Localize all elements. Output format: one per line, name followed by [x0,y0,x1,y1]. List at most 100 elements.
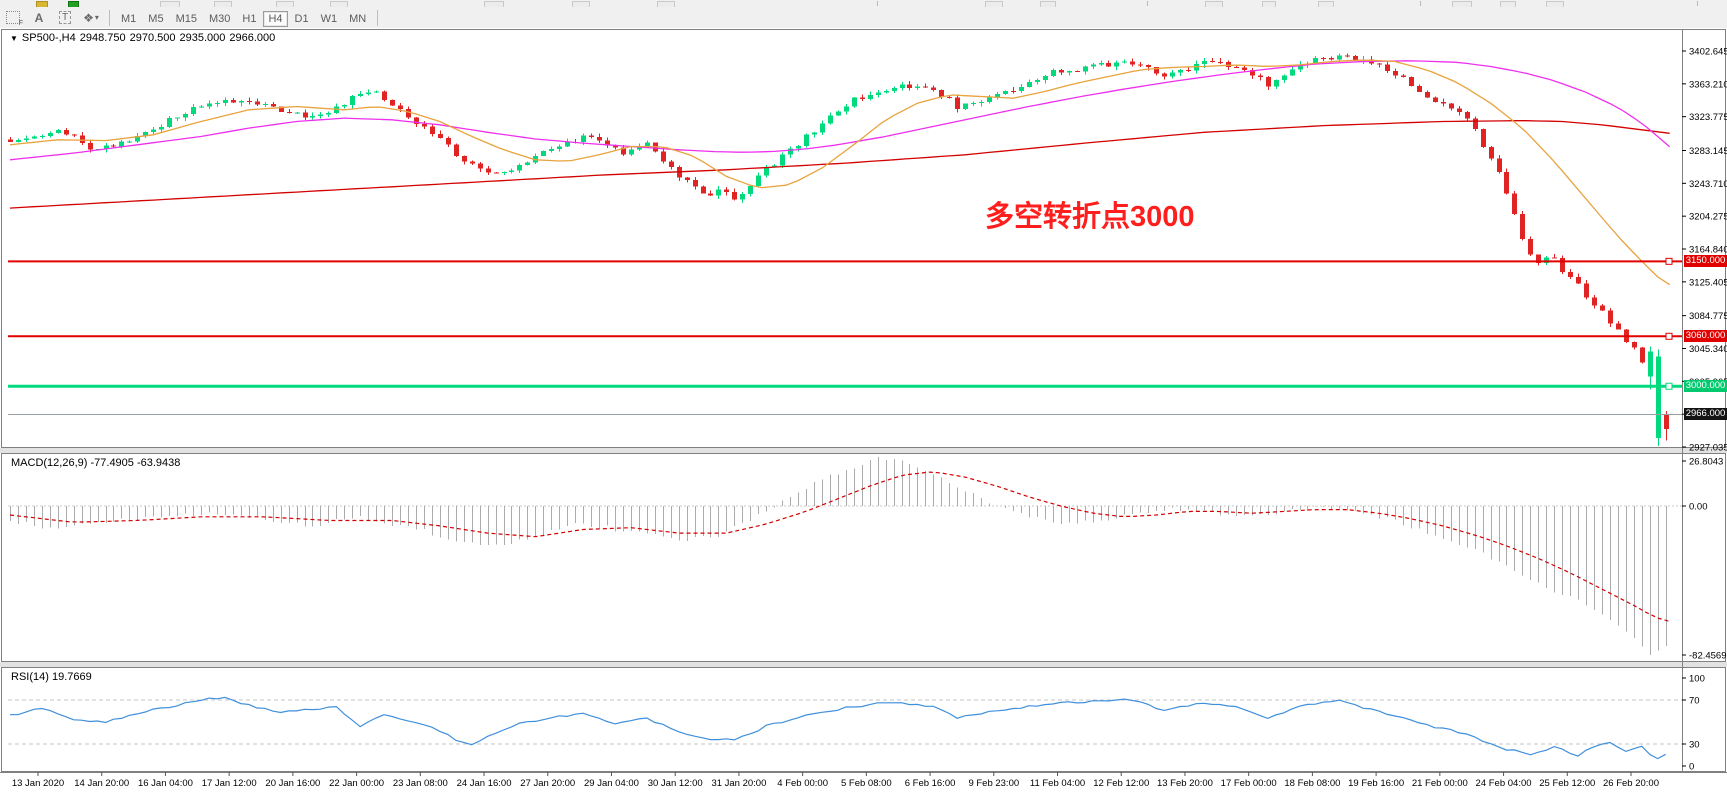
svg-text:24 Feb 04:00: 24 Feb 04:00 [1476,778,1532,789]
rsi-name: RSI(14) [11,671,49,683]
hline-3000[interactable] [8,382,1682,390]
svg-text:3243.710: 3243.710 [1689,179,1727,190]
toolbar-fragment [330,1,348,7]
tf-button-w1[interactable]: W1 [320,12,338,25]
svg-text:31 Jan 20:00: 31 Jan 20:00 [711,778,766,789]
svg-text:19 Feb 16:00: 19 Feb 16:00 [1348,778,1404,789]
toolbar-fragment [877,1,878,6]
toolbar-fragment [1546,1,1564,7]
svg-text:29 Jan 04:00: 29 Jan 04:00 [584,778,639,789]
svg-text:3045.340: 3045.340 [1689,344,1727,355]
svg-text:21 Feb 00:00: 21 Feb 00:00 [1412,778,1468,789]
svg-text:0.00: 0.00 [1689,502,1708,513]
svg-text:13 Jan 2020: 13 Jan 2020 [12,778,64,789]
toolbar-fragment [484,1,504,7]
svg-text:26.8043: 26.8043 [1689,457,1723,468]
svg-text:3084.775: 3084.775 [1689,311,1727,322]
ma-fast-line [9,59,1671,286]
svg-text:-82.4569: -82.4569 [1689,650,1727,661]
ohlc-open: 2948.750 [79,32,126,44]
macd-signal-line [9,471,1670,623]
toolbar-fragment [160,1,180,7]
toolbar-fragment [214,1,232,7]
svg-text:23 Jan 08:00: 23 Jan 08:00 [393,778,448,789]
macd-indicator-label: MACD(12,26,9) -77.4905 -63.9438 [11,457,180,469]
tf-button-d1[interactable]: D1 [294,12,309,25]
macd-values: -77.4905 -63.9438 [90,457,181,469]
svg-text:3402.645: 3402.645 [1689,47,1727,58]
svg-text:17 Jan 12:00: 17 Jan 12:00 [202,778,257,789]
svg-text:26 Feb 20:00: 26 Feb 20:00 [1603,778,1659,789]
svg-text:2927.035: 2927.035 [1689,442,1727,453]
pane-macd[interactable] [1,453,1726,662]
tf-button-mn[interactable]: MN [349,12,367,25]
text-annotation[interactable]: 多空转折点3000 [985,201,1195,233]
toolbar-fragment [572,1,590,7]
svg-text:20 Jan 16:00: 20 Jan 16:00 [265,778,320,789]
line-handle-icon[interactable] [1665,382,1673,390]
toolbar-fragment [1147,1,1148,6]
rsi-axis-ticks: 100 70 30 0 [1682,674,1705,773]
ohlc-low: 2935.000 [179,32,226,44]
price-badge-3150: 3150.000 [1684,255,1727,267]
toolbar-fragment [1040,1,1056,7]
svg-text:3125.405: 3125.405 [1689,277,1727,288]
tf-button-h1[interactable]: H1 [242,12,257,25]
toolbar-fragment [1262,1,1276,7]
svg-text:17 Feb 00:00: 17 Feb 00:00 [1221,778,1277,789]
svg-text:12 Feb 12:00: 12 Feb 12:00 [1093,778,1149,789]
tf-button-h4[interactable]: H4 [263,10,288,27]
text-a-icon[interactable]: A [34,10,44,25]
line-handle-icon[interactable] [1665,332,1673,340]
shapes-icon[interactable]: ❖ ▾ [83,10,99,25]
svg-text:3323.775: 3323.775 [1689,112,1727,123]
ma-slow-line [9,120,1670,209]
tf-button-m1[interactable]: M1 [121,12,137,25]
toolbar-separator [377,9,379,26]
toolbar-separator [109,9,110,26]
symbol-dropdown-icon[interactable]: ▼ [10,34,18,43]
timeframe-button-group: M1 M5 M15 M30 H1 H4 D1 W1 MN [115,9,372,27]
svg-text:3283.145: 3283.145 [1689,146,1727,157]
pane-splitter[interactable] [0,448,1727,453]
hline-3150[interactable] [8,257,1682,265]
svg-text:100: 100 [1689,674,1705,685]
toolbar-fragment [985,1,1003,7]
svg-text:14 Jan 20:00: 14 Jan 20:00 [74,778,129,789]
dropdown-caret-icon[interactable]: ▾ [94,13,99,22]
ohlc-close: 2966.000 [229,32,276,44]
svg-text:16 Jan 04:00: 16 Jan 04:00 [138,778,193,789]
hline-3060[interactable] [8,332,1682,340]
pane-rsi[interactable] [1,667,1726,772]
toolbar-fragment [657,1,675,7]
tf-button-m5[interactable]: M5 [148,12,164,25]
crosshair-grid-icon[interactable]: F [0,9,26,27]
svg-text:25 Feb 12:00: 25 Feb 12:00 [1539,778,1595,789]
svg-text:3164.840: 3164.840 [1689,244,1727,255]
toolbar-fragment [1318,1,1334,7]
svg-text:24 Jan 16:00: 24 Jan 16:00 [457,778,512,789]
current-price-badge: 2966.000 [1684,408,1727,420]
tf-button-m15[interactable]: M15 [175,12,197,25]
text-label-icon[interactable]: T [52,9,78,27]
pane-splitter[interactable] [0,662,1727,667]
svg-text:5 Feb 08:00: 5 Feb 08:00 [841,778,892,789]
svg-text:13 Feb 20:00: 13 Feb 20:00 [1157,778,1213,789]
symbol-name: SP500-,H4 [21,32,76,44]
svg-text:4 Feb 00:00: 4 Feb 00:00 [777,778,828,789]
toolbar-fragment [1452,1,1472,7]
chart-title: ▼ SP500-,H4 2948.750 2970.500 2935.000 2966.0… [10,32,279,44]
toolbar-fragment [1500,1,1516,7]
rsi-line [10,696,1666,760]
line-handle-icon[interactable] [1665,257,1673,265]
svg-text:3204.275: 3204.275 [1689,212,1727,223]
rsi-indicator-label: RSI(14) 19.7669 [11,671,92,683]
svg-text:70: 70 [1689,696,1700,707]
toolbar-fragment [1205,1,1223,7]
svg-text:22 Jan 00:00: 22 Jan 00:00 [329,778,384,789]
toolbar-fragment [276,1,294,7]
price-badge-3060: 3060.000 [1684,330,1727,342]
tf-button-m30[interactable]: M30 [208,12,231,25]
